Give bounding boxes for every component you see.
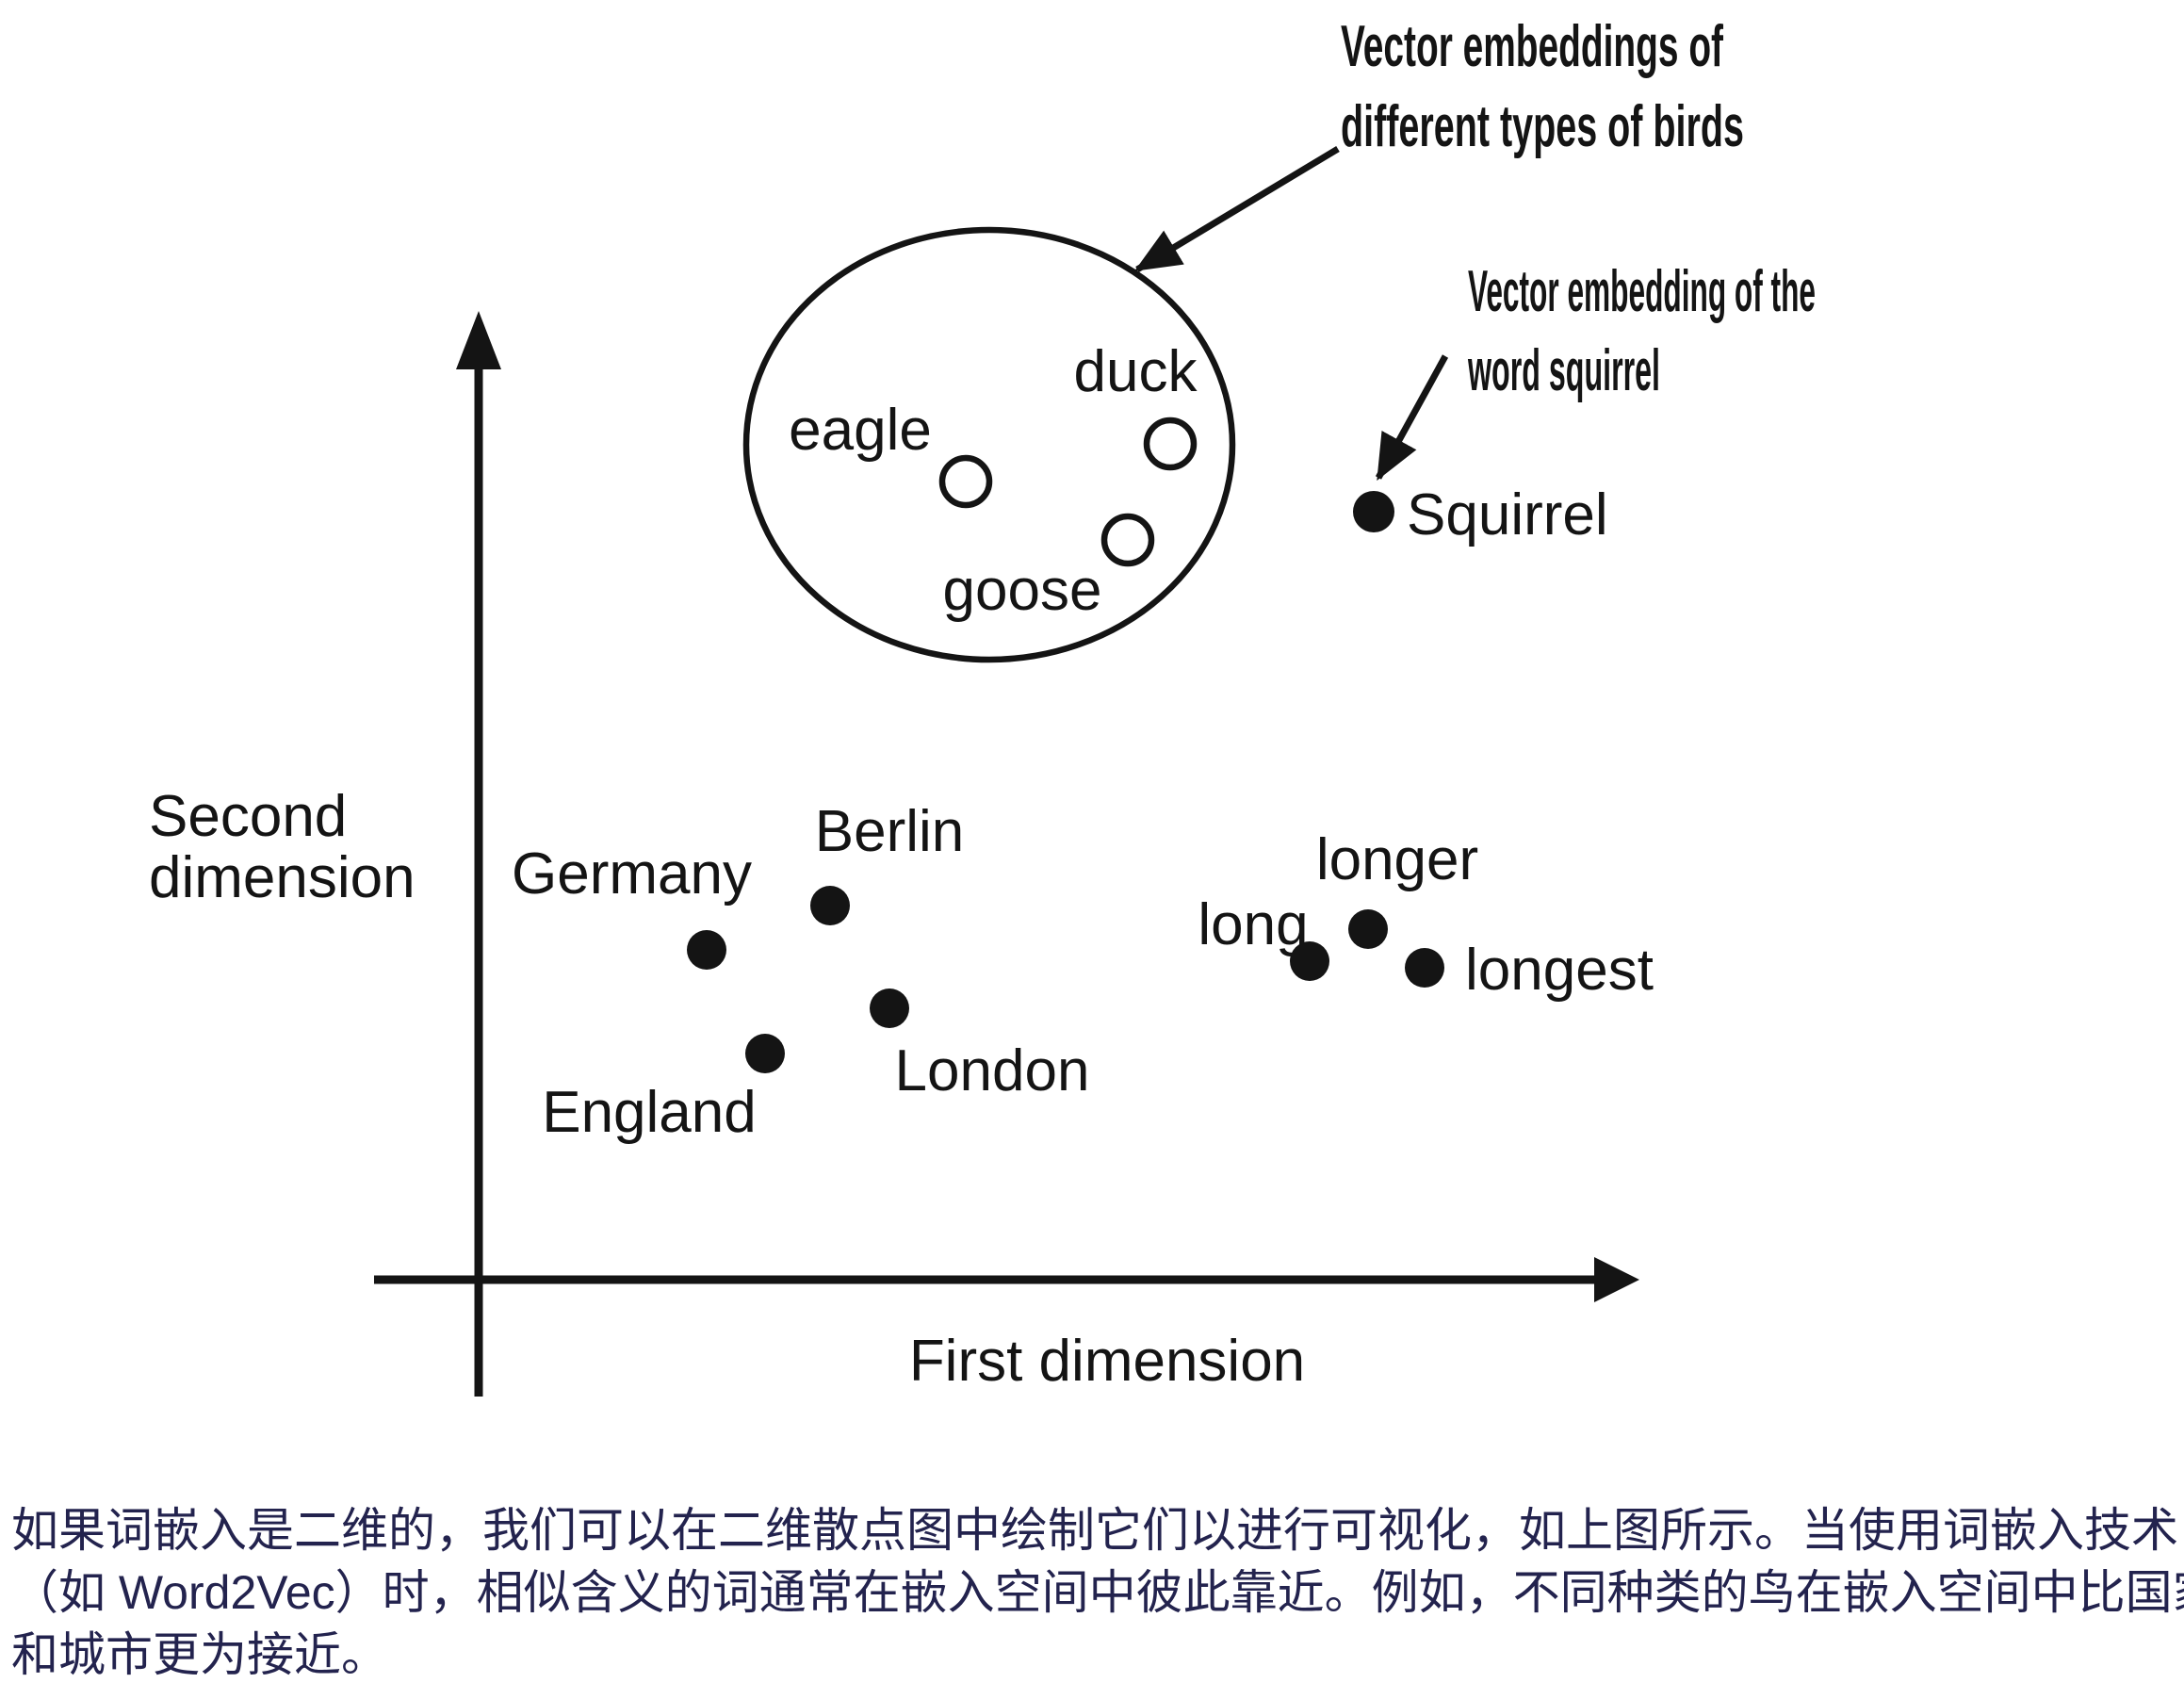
berlin-point-marker: [810, 886, 850, 925]
berlin-point-label: Berlin: [815, 799, 965, 864]
london-point-label: London: [895, 1038, 1090, 1103]
germany-point-label: Germany: [512, 842, 752, 907]
annotation-squirrel-line1: Vector embedding of the: [1468, 259, 1816, 324]
annotation-birds-line2: different types of birds: [1341, 94, 1744, 159]
caption-line-2: （如 Word2Vec）时，相似含义的词通常在嵌入空间中彼此靠近。例如，不同种类…: [11, 1566, 2184, 1619]
germany-point-marker: [687, 930, 726, 970]
caption-line-1: 如果词嵌入是二维的，我们可以在二维散点图中绘制它们以进行可视化，如上图所示。当使…: [11, 1504, 2178, 1557]
eagle-point-marker: [938, 454, 993, 509]
long-point-marker: [1290, 941, 1329, 981]
y-axis-arrowhead-icon: [456, 311, 501, 369]
squirrel-point-marker: [1353, 491, 1394, 532]
annotation-squirrel-arrow: [1375, 354, 1449, 482]
england-point-label: England: [542, 1080, 757, 1145]
caption-line-3: 和城市更为接近。: [11, 1628, 388, 1681]
england-point-marker: [745, 1034, 785, 1073]
duck-point-label: duck: [1074, 339, 1198, 404]
x-axis-label: First dimension: [909, 1329, 1305, 1394]
long-point-label: long: [1198, 892, 1308, 957]
longer-point-marker: [1348, 909, 1388, 949]
x-axis-arrowhead-icon: [1594, 1257, 1639, 1302]
longer-point-label: longer: [1316, 827, 1478, 892]
y-axis-label-line1: Second: [149, 784, 347, 849]
birds-cluster-ellipse: [742, 226, 1236, 663]
y-axis-label-line2: dimension: [149, 845, 416, 910]
longest-point-label: longest: [1465, 938, 1654, 1003]
annotation-birds-line1: Vector embeddings of: [1341, 14, 1723, 79]
squirrel-point-label: Squirrel: [1407, 482, 1608, 547]
duck-point-marker: [1143, 417, 1198, 471]
goose-point-label: goose: [943, 558, 1102, 623]
london-point-marker: [870, 989, 909, 1028]
eagle-point-label: eagle: [789, 398, 932, 463]
goose-point-marker: [1100, 513, 1155, 567]
longest-point-marker: [1405, 948, 1444, 988]
annotation-birds-arrow: [1134, 146, 1340, 272]
annotation-squirrel-line2: word squirrel: [1467, 338, 1660, 403]
